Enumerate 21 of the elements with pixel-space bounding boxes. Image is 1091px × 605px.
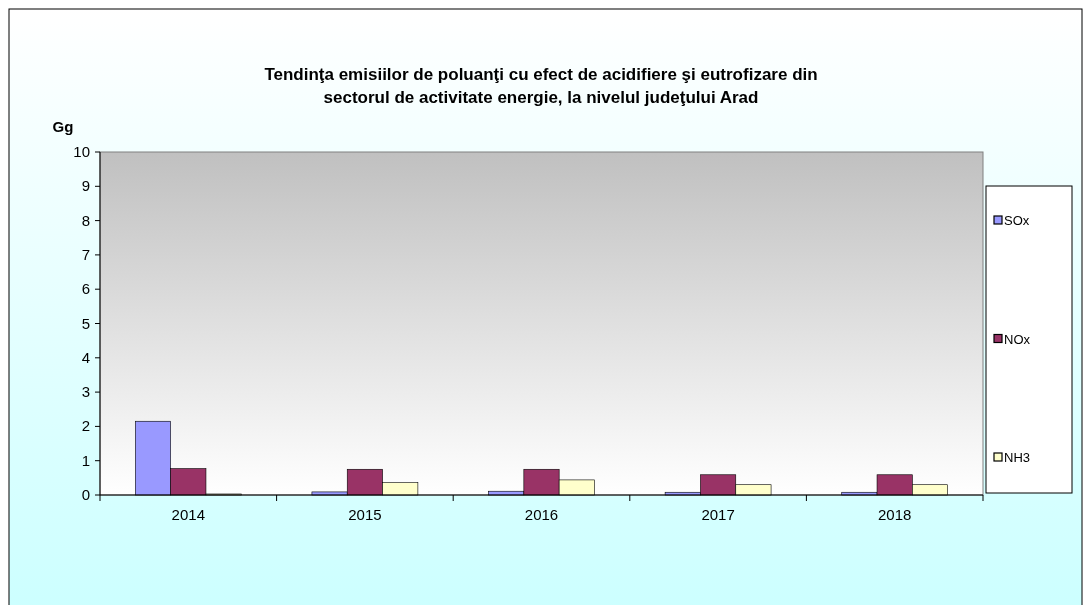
y-tick-label: 5 [81, 314, 90, 332]
y-tick-label: 6 [81, 280, 90, 298]
legend-label: NH3 [1004, 450, 1031, 465]
y-tick-label: 4 [81, 348, 90, 366]
y-tick-label: 8 [81, 211, 90, 229]
chart-title: Tendinţa emisiilor de poluanţi cu efect de acidifiere şi eutrofizare din sectorul de activitate energie, la nivelul judeţului Arad [264, 65, 818, 107]
legend-label: SOx [1004, 213, 1030, 228]
x-tick-label: 2015 [348, 506, 382, 523]
y-tick-label: 9 [81, 177, 90, 195]
x-tick-label: 2014 [171, 506, 205, 523]
y-axis-title: Gg [52, 118, 74, 135]
x-tick-label: 2016 [524, 506, 559, 523]
y-tick-label: 3 [81, 383, 90, 401]
legend-label: NOx [1004, 331, 1031, 347]
x-tick-label: 2018 [878, 506, 912, 523]
y-tick-label: 0 [81, 486, 90, 503]
x-tick-label: 2017 [701, 506, 735, 523]
y-tick-label: 7 [81, 245, 90, 263]
y-tick-label: 2 [81, 417, 90, 435]
y-tick-label: 10 [73, 143, 90, 160]
y-tick-label: 1 [81, 451, 90, 469]
